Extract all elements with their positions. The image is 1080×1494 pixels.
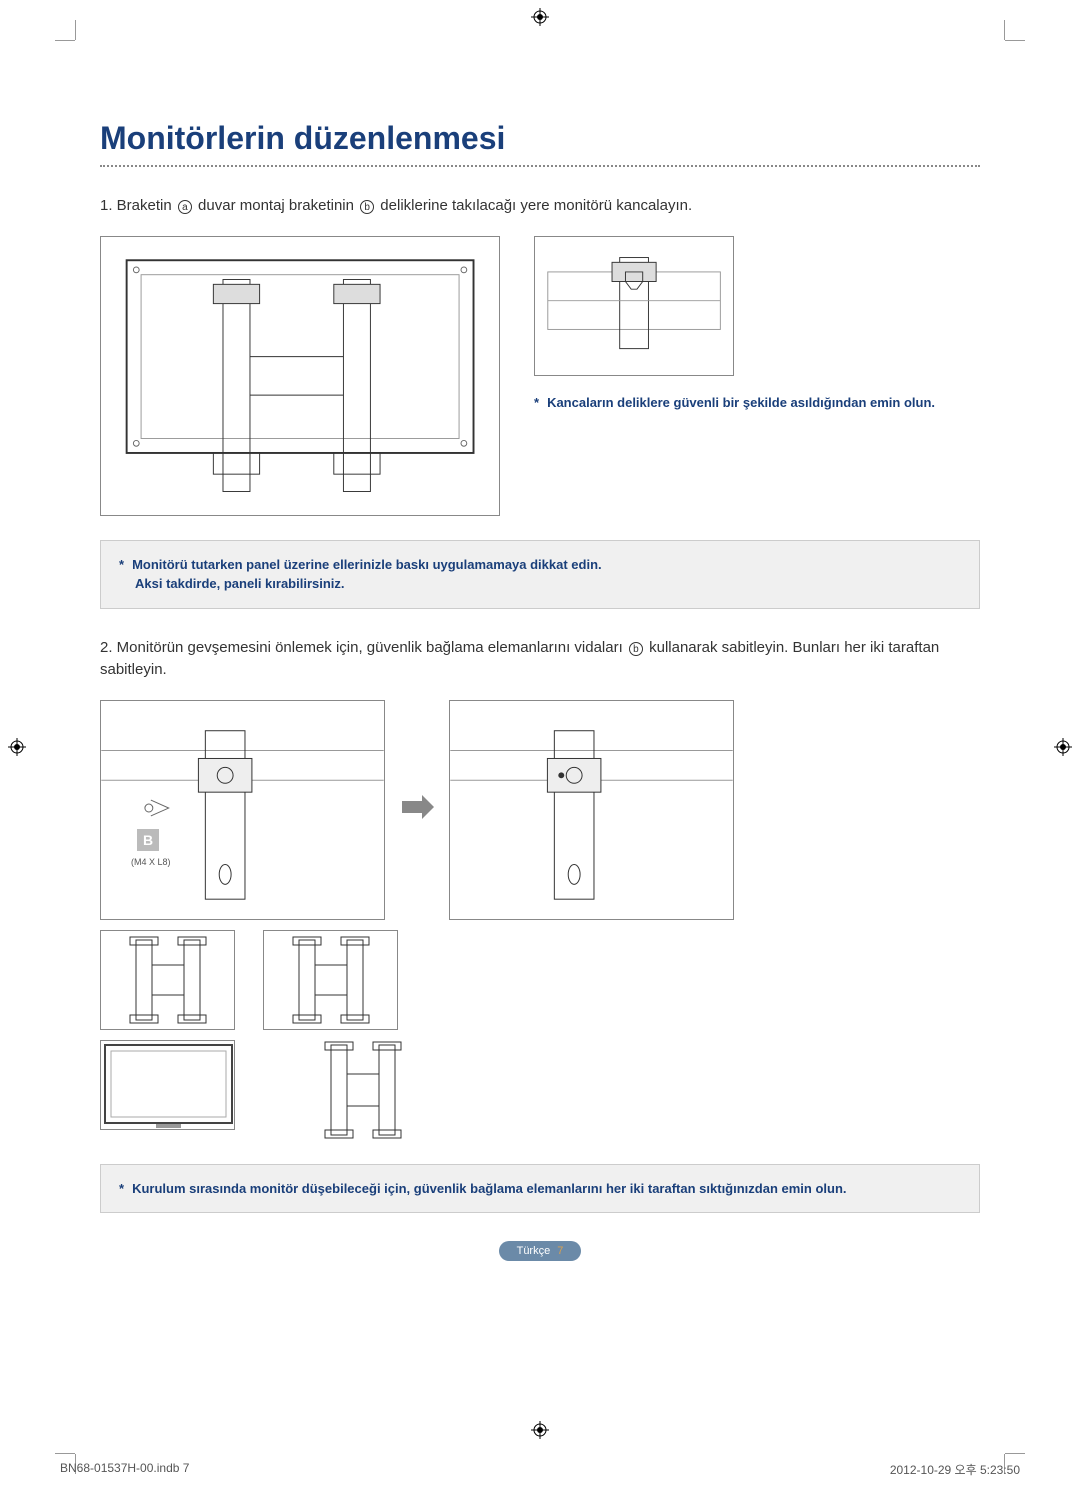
print-footer: BN68-01537H-00.indb 7 2012-10-29 오후 5:23… (60, 1461, 1020, 1478)
figure-bracket-small-1 (100, 930, 235, 1030)
warning1-line1: Monitörü tutarken panel üzerine ellerini… (132, 557, 602, 572)
figure-monitor-small (100, 1040, 235, 1130)
crop-mark (55, 40, 75, 41)
figure-row-3 (100, 930, 980, 1030)
crop-mark (55, 1453, 75, 1454)
step1-mid: duvar montaj braketinin (194, 197, 358, 214)
ref-b-icon: b (360, 200, 374, 214)
asterisk-icon: * (119, 557, 124, 572)
crop-mark (1004, 20, 1005, 40)
figure-hook-detail (534, 236, 734, 376)
registration-mark-icon (531, 8, 549, 26)
figure-screw-before: B (M4 X L8) (100, 700, 385, 920)
fig2-note-text: Kancaların deliklere güvenli bir şekilde… (547, 395, 935, 410)
screw-label-b: B (137, 829, 159, 851)
step1-pre: 1. Braketin (100, 197, 176, 214)
footer-right: 2012-10-29 오후 5:23:50 (890, 1461, 1020, 1478)
registration-mark-icon (1054, 738, 1072, 756)
registration-mark-icon (531, 1421, 549, 1439)
page-content: Monitörlerin düzenlenmesi 1. Braketin a … (100, 120, 980, 1414)
figure-monitor-bracket (100, 236, 500, 516)
crop-mark (1005, 40, 1025, 41)
page-badge: Türkçe 7 (499, 1241, 582, 1261)
registration-mark-icon (8, 738, 26, 756)
asterisk-icon: * (534, 395, 539, 410)
arrow-right-icon (397, 794, 437, 826)
figure-screw-after (449, 700, 734, 920)
asterisk-icon: * (119, 1181, 124, 1196)
figure-row-1: * Kancaların deliklere güvenli bir şekild… (100, 236, 980, 516)
figure-2-column: * Kancaların deliklere güvenli bir şekild… (534, 236, 935, 412)
step-2-text: 2. Monitörün gevşemesini önlemek için, g… (100, 637, 980, 682)
warning2-text: Kurulum sırasında monitör düşebileceği i… (132, 1181, 846, 1196)
warning-box-2: * Kurulum sırasında monitör düşebileceği … (100, 1164, 980, 1214)
ref-a-icon: a (178, 200, 192, 214)
figure-2-note: * Kancaların deliklere güvenli bir şekild… (534, 394, 935, 412)
step1-post: deliklerine takılacağı yere monitörü kan… (376, 197, 692, 214)
step2-pre: 2. Monitörün gevşemesini önlemek için, g… (100, 639, 627, 656)
page-lang: Türkçe (517, 1245, 551, 1257)
figure-bracket-small-3 (295, 1040, 430, 1140)
step-1-text: 1. Braketin a duvar montaj braketinin b … (100, 195, 980, 218)
page-number: 7 (557, 1245, 563, 1257)
figure-row-4 (100, 1040, 980, 1140)
title-underline (100, 165, 980, 167)
ref-b-icon: b (629, 642, 643, 656)
figure-bracket-small-2 (263, 930, 398, 1030)
footer-left: BN68-01537H-00.indb 7 (60, 1461, 189, 1478)
page-badge-wrap: Türkçe 7 (100, 1241, 980, 1261)
warning1-line2: Aksi takdirde, paneli kırabilirsiniz. (135, 576, 345, 591)
screw-spec: (M4 X L8) (131, 857, 171, 867)
crop-mark (1005, 1453, 1025, 1454)
crop-mark (75, 20, 76, 40)
warning-box-1: * Monitörü tutarken panel üzerine ellerin… (100, 540, 980, 609)
page-title: Monitörlerin düzenlenmesi (100, 120, 980, 157)
figure-row-2: B (M4 X L8) (100, 700, 980, 920)
